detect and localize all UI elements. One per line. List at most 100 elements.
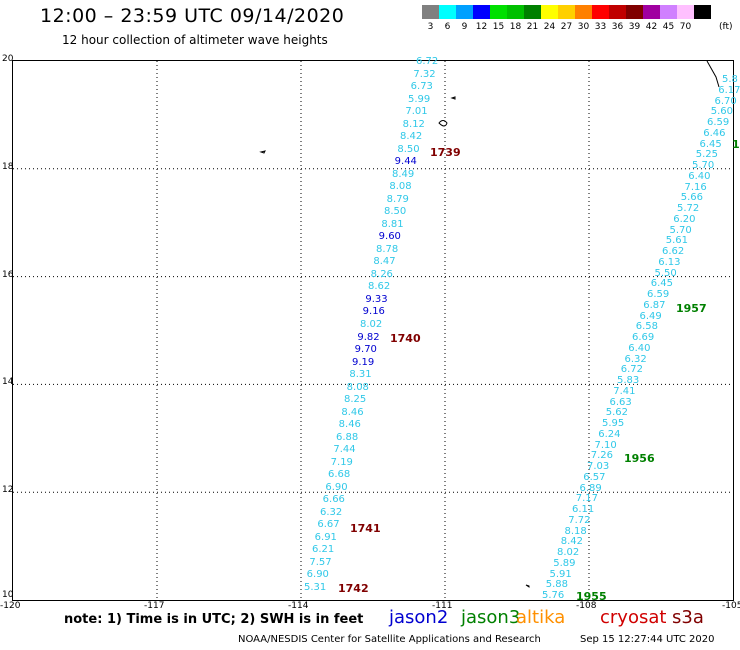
color-scale-bin: 6 <box>439 5 456 32</box>
color-swatch <box>660 5 677 19</box>
color-scale-unit: (ft) <box>719 22 733 32</box>
color-scale-label: 27 <box>560 22 573 32</box>
wave-height-label: 6.63 <box>609 396 632 408</box>
color-scale-label: 70 <box>679 22 692 32</box>
wave-height-label: 6.32 <box>320 506 343 518</box>
wave-height-label: 8.42 <box>400 131 423 143</box>
wave-height-label: 5.8 <box>722 74 738 85</box>
latitude-tick-label: 18 <box>2 161 14 172</box>
satellite-legend-item: s3a <box>672 607 704 628</box>
wave-height-label: 8.49 <box>392 168 415 180</box>
wave-height-label: 5.91 <box>549 568 572 580</box>
color-swatch <box>422 5 439 19</box>
color-scale-label: 33 <box>594 22 607 32</box>
pass-time-label: 1742 <box>338 582 369 595</box>
wave-height-label: 5.31 <box>304 582 327 593</box>
wave-height-label: 8.25 <box>344 394 367 406</box>
wave-height-label: 9.82 <box>357 331 380 343</box>
color-swatch <box>694 5 711 19</box>
wave-height-label: 9.33 <box>365 293 388 305</box>
wave-height-label: 8.50 <box>384 206 407 218</box>
wave-height-label: 8.18 <box>564 525 587 537</box>
color-scale-label: 21 <box>526 22 539 32</box>
color-swatch <box>524 5 541 19</box>
wave-height-label: 6.72 <box>620 364 644 376</box>
footer-credit: NOAA/NESDIS Center for Satellite Applica… <box>238 634 541 645</box>
wave-height-label: 6.24 <box>598 428 621 440</box>
wave-height-label: 6.59 <box>647 289 670 300</box>
color-swatch <box>609 5 626 19</box>
satellite-legend-item: cryosat <box>600 607 667 628</box>
legend-note: note: 1) Time is in UTC; 2) SWH is in fe… <box>64 612 364 627</box>
wave-height-label: 6.40 <box>628 342 651 354</box>
color-scale-label: 9 <box>461 22 468 32</box>
wave-height-label: 7.26 <box>590 450 614 462</box>
pass-time-label: 1740 <box>390 332 421 345</box>
wave-height-label: 7.44 <box>333 444 356 456</box>
wave-height-label: 6.21 <box>312 544 335 556</box>
island-outlines <box>259 61 720 588</box>
wave-height-label: 8.08 <box>346 381 369 393</box>
color-scale-label: 30 <box>577 22 590 32</box>
color-swatch <box>490 5 507 19</box>
wave-height-label: 7.41 <box>613 385 636 397</box>
wave-height-label: 6.49 <box>639 310 662 322</box>
wave-height-label: 6.13 <box>658 256 681 268</box>
wave-height-label: 7.01 <box>405 106 428 118</box>
color-scale-label: 18 <box>509 22 522 32</box>
color-scale-legend: 3 6 9 12 15 18 21 24 27 30 33 36 39 42 45 70 <box>422 5 711 32</box>
color-swatch <box>592 5 609 19</box>
map-title: 12:00 – 23:59 UTC 09/14/2020 <box>40 5 345 27</box>
wave-height-label: 8.78 <box>376 243 399 255</box>
color-scale-bin: 33 <box>592 5 609 32</box>
wave-height-label: 6.90 <box>325 481 348 493</box>
latitude-tick-label: 10 <box>2 590 14 600</box>
pass-time-label: 1739 <box>430 146 461 159</box>
color-scale-bin <box>694 5 711 32</box>
wave-height-label: 8.46 <box>338 419 361 431</box>
color-scale-bin: 21 <box>524 5 541 32</box>
wave-height-label: 8.31 <box>349 369 372 381</box>
wave-height-label: 6.88 <box>336 431 359 443</box>
color-scale-bin: 3 <box>422 5 439 32</box>
wave-height-label: 8.02 <box>360 319 383 330</box>
map-subtitle: 12 hour collection of altimeter wave hei… <box>62 33 328 47</box>
color-swatch <box>541 5 558 19</box>
footer-timestamp: Sep 15 12:27:44 UTC 2020 <box>580 634 715 645</box>
color-scale-bin: 9 <box>456 5 473 32</box>
wave-height-label: 6.73 <box>410 81 433 93</box>
latitude-tick-label: 14 <box>2 377 14 388</box>
wave-height-label: 6.89 <box>579 482 602 494</box>
color-swatch <box>575 5 592 19</box>
wave-height-label: 7.72 <box>568 514 591 526</box>
wave-height-label: 8.46 <box>341 406 364 418</box>
color-scale-bin: 18 <box>507 5 524 32</box>
wave-height-label: 8.79 <box>386 193 409 205</box>
wave-height-label: 7.16 <box>684 181 707 193</box>
wave-height-label: 8.02 <box>557 547 580 558</box>
wave-height-label: 6.46 <box>703 127 726 139</box>
latitude-tick-label: 20 <box>2 54 14 64</box>
wave-height-label: 6.72 <box>416 56 439 67</box>
wave-height-label: 5.60 <box>710 106 734 118</box>
wave-height-label: 8.26 <box>370 268 393 280</box>
island-outline <box>450 96 456 100</box>
wave-height-label: 5.88 <box>545 579 569 591</box>
wave-height-label: 7.03 <box>587 461 610 472</box>
color-scale-bin: 36 <box>609 5 626 32</box>
wave-height-label: 5.76 <box>542 590 565 601</box>
wave-height-label: 8.81 <box>381 218 404 230</box>
wave-height-label: 6.87 <box>643 299 666 311</box>
wave-height-label: 5.89 <box>553 557 576 569</box>
color-scale-label: 39 <box>628 22 641 32</box>
color-scale-label: 45 <box>662 22 675 32</box>
wave-height-label: 6.68 <box>328 469 351 481</box>
wave-height-label: 5.99 <box>408 93 431 105</box>
color-swatch <box>507 5 524 19</box>
color-scale-bin: 12 <box>473 5 490 32</box>
color-scale-bin: 30 <box>575 5 592 32</box>
wave-height-label: 8.47 <box>373 256 396 268</box>
map-panel <box>12 60 734 601</box>
wave-height-label: 9.19 <box>352 356 375 368</box>
wave-height-label: 7.17 <box>575 493 599 505</box>
